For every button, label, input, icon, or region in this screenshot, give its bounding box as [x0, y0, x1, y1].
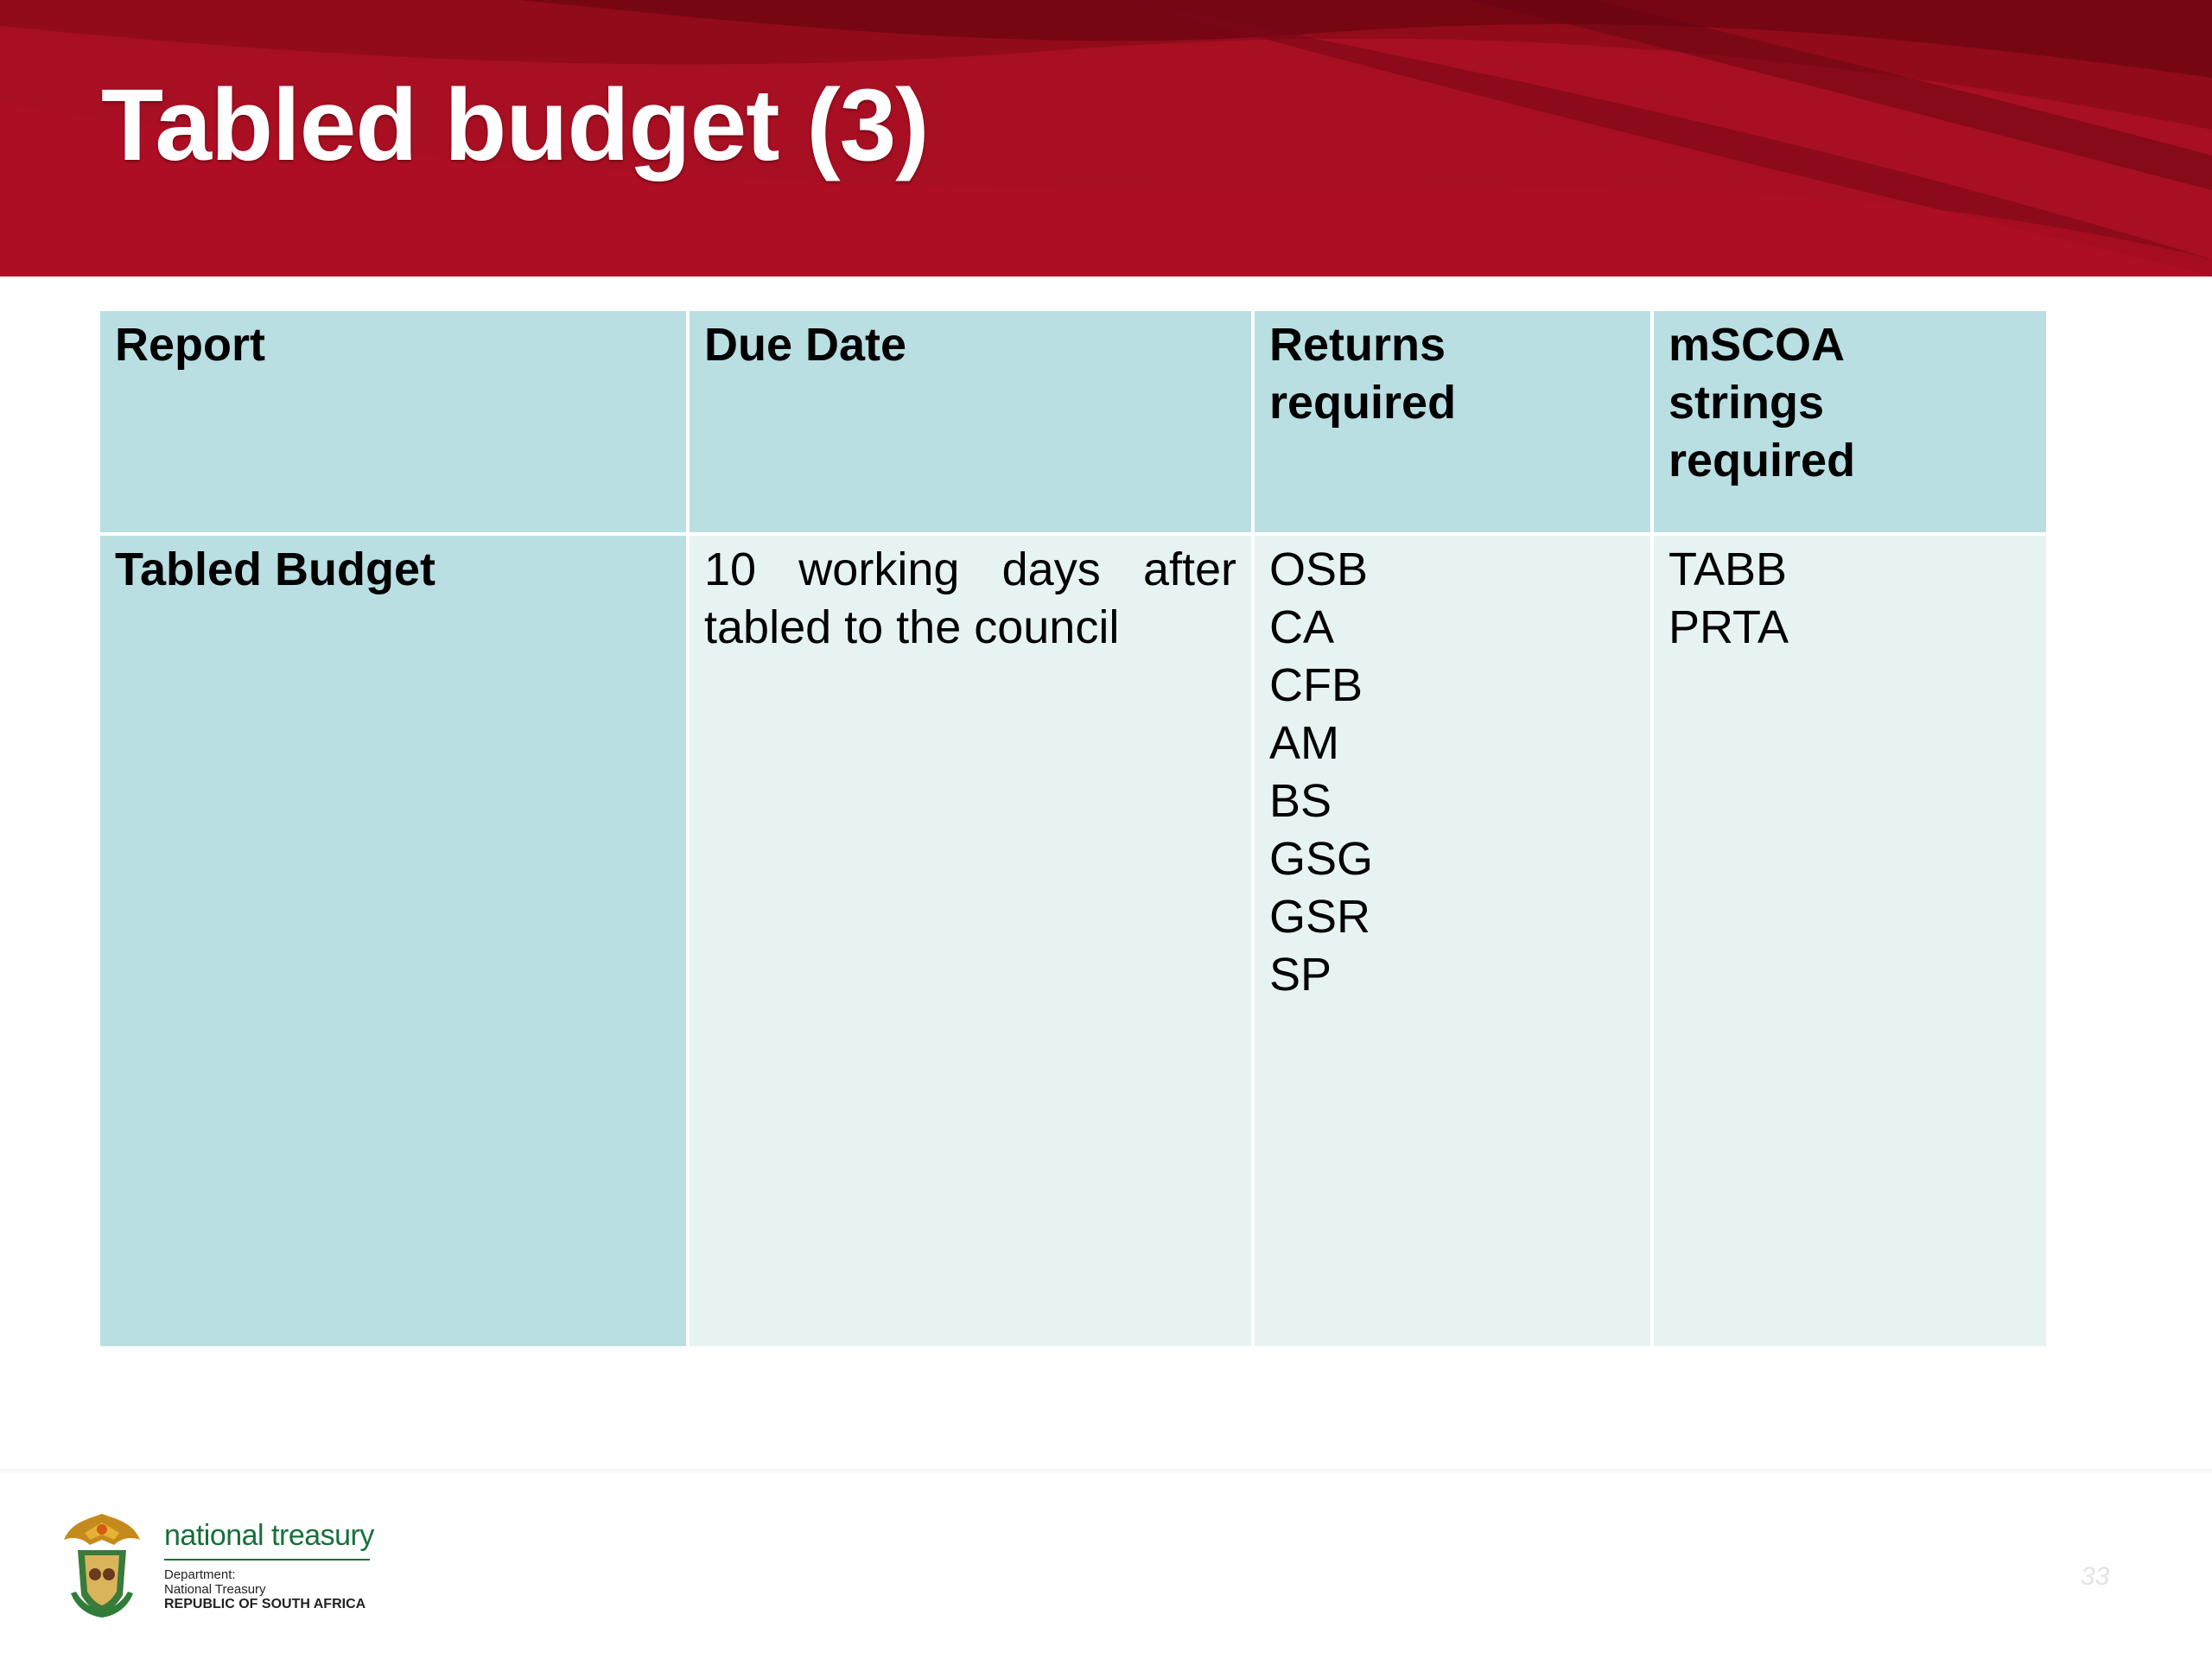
return-item: GSR: [1269, 891, 1371, 943]
title-banner: Tabled budget (3): [0, 0, 2212, 276]
requirements-table: Report Due Date Returns required mSCOA s…: [97, 308, 2050, 1350]
return-item: CA: [1269, 601, 1335, 653]
cell-mscoa-strings: TABB PRTA: [1650, 532, 2050, 1350]
cell-report: Tabled Budget: [97, 532, 690, 1350]
header-due-date: Due Date: [686, 308, 1255, 536]
return-item: SP: [1269, 949, 1332, 1001]
header-returns-required: Returns required: [1251, 308, 1654, 536]
header-returns-line-1: Returns: [1269, 319, 1446, 371]
return-item: GSG: [1269, 833, 1374, 885]
header-returns-line-2: required: [1269, 377, 1457, 429]
header-mscoa-line-2: strings: [1669, 377, 1825, 429]
header-report: Report: [97, 308, 690, 536]
return-item: AM: [1269, 717, 1339, 769]
page-number: 33: [2081, 1562, 2110, 1591]
footer-divider: [0, 1469, 2212, 1474]
mscoa-string-item: PRTA: [1669, 601, 1789, 653]
coat-of-arms-icon: [64, 1514, 140, 1618]
org-department-name: National Treasury: [164, 1582, 266, 1597]
mscoa-string-item: TABB: [1669, 543, 1788, 595]
return-item: CFB: [1269, 659, 1363, 711]
cell-due-date: 10 working days after tabled to the coun…: [686, 532, 1255, 1350]
cell-returns-required: OSB CA CFB AM BS GSG GSR SP: [1251, 532, 1654, 1350]
table-row: Tabled Budget 10 working days after tabl…: [97, 532, 2050, 1350]
slide-title: Tabled budget (3): [101, 68, 930, 182]
requirements-table-container: Report Due Date Returns required mSCOA s…: [97, 308, 2050, 1350]
banner-wave-graphic: [0, 0, 2212, 276]
org-department-label: Department:: [164, 1567, 236, 1582]
return-item: BS: [1269, 775, 1332, 827]
header-mscoa-line-3: required: [1669, 435, 1856, 486]
org-name-underline: [164, 1559, 370, 1560]
table-header-row: Report Due Date Returns required mSCOA s…: [97, 308, 2050, 536]
org-country: REPUBLIC OF SOUTH AFRICA: [164, 1597, 366, 1611]
header-mscoa-line-1: mSCOA: [1669, 319, 1846, 371]
return-item: OSB: [1269, 543, 1369, 595]
header-mscoa-strings-required: mSCOA strings required: [1650, 308, 2050, 536]
org-name: national treasury: [164, 1519, 374, 1552]
